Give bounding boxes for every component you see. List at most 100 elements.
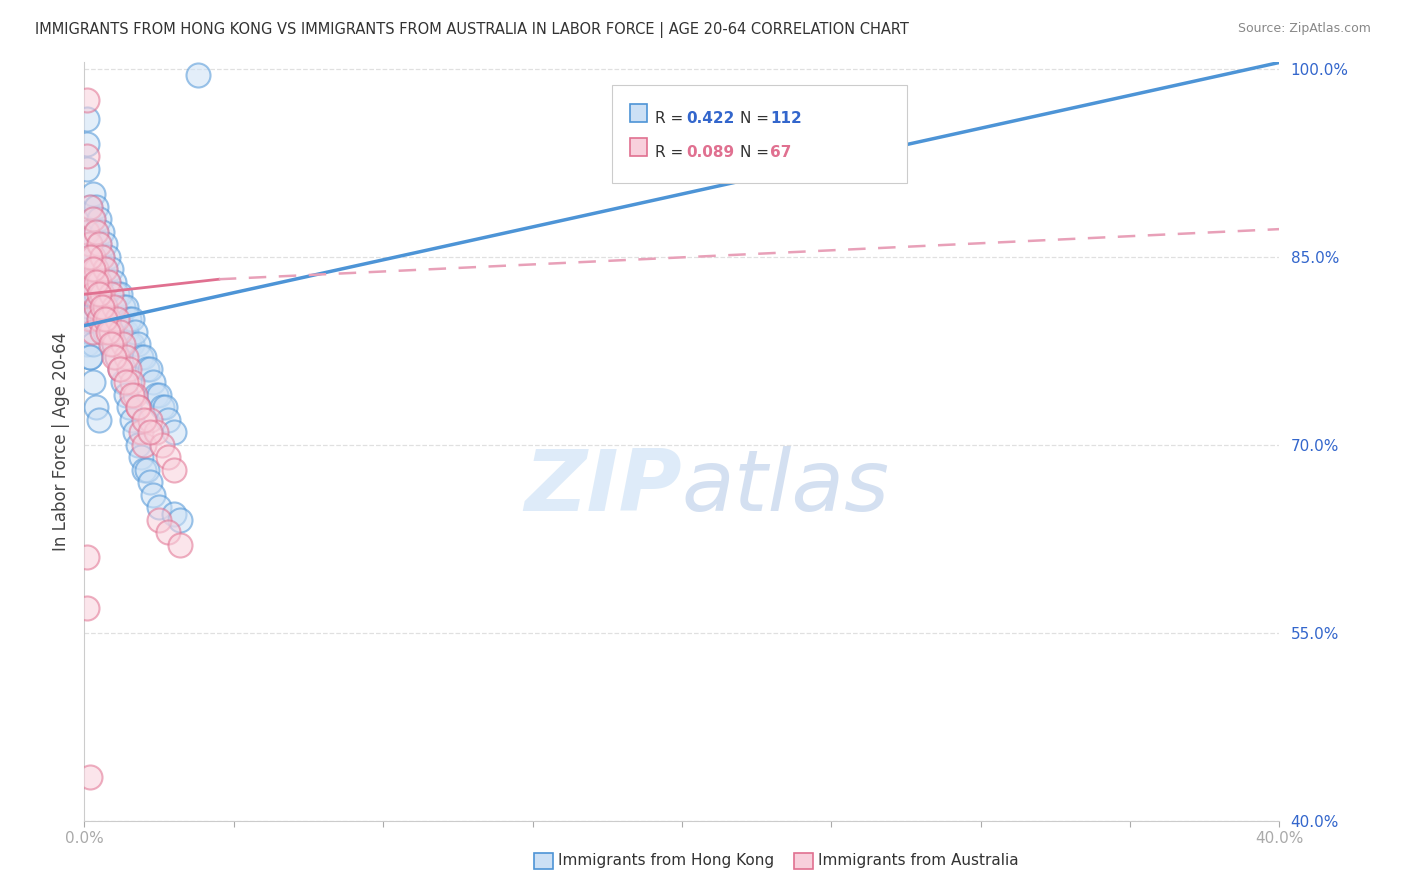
Point — [94, 300, 117, 314]
Point — [94, 262, 117, 277]
Point — [89, 412, 111, 426]
Point — [148, 500, 170, 515]
Point — [89, 237, 111, 252]
Point — [82, 262, 104, 277]
Point — [153, 400, 176, 414]
Point — [157, 412, 180, 426]
Point — [139, 425, 162, 439]
Point — [94, 237, 117, 252]
Point — [91, 300, 114, 314]
Point — [136, 362, 159, 376]
Point — [187, 68, 209, 82]
Point — [76, 136, 98, 151]
Point — [110, 362, 132, 376]
Point — [79, 287, 101, 301]
Point — [82, 250, 104, 264]
Point — [89, 275, 111, 289]
Point — [79, 225, 101, 239]
Point — [91, 287, 114, 301]
Point — [79, 350, 101, 364]
Point — [91, 225, 114, 239]
Point — [82, 250, 104, 264]
Point — [97, 312, 120, 326]
Text: ZIP: ZIP — [524, 445, 682, 529]
Point — [103, 337, 125, 351]
Point — [89, 300, 111, 314]
Text: atlas: atlas — [682, 445, 890, 529]
Point — [169, 538, 191, 552]
Point — [121, 387, 143, 401]
Point — [163, 507, 186, 521]
Point — [103, 275, 125, 289]
Point — [79, 250, 101, 264]
Point — [118, 400, 141, 414]
Point — [76, 149, 98, 163]
Point — [105, 312, 128, 326]
Point — [79, 325, 101, 339]
Text: N =: N = — [740, 145, 773, 160]
Y-axis label: In Labor Force | Age 20-64: In Labor Force | Age 20-64 — [52, 332, 70, 551]
Point — [103, 300, 125, 314]
Point — [89, 212, 111, 227]
Point — [76, 312, 98, 326]
Point — [82, 212, 104, 227]
Point — [132, 463, 156, 477]
Point — [150, 438, 173, 452]
Point — [118, 312, 141, 326]
Text: 0.422: 0.422 — [686, 111, 734, 126]
Point — [86, 200, 108, 214]
Point — [132, 350, 156, 364]
Point — [163, 463, 186, 477]
Point — [139, 475, 162, 490]
Text: R =: R = — [655, 111, 689, 126]
Point — [76, 262, 98, 277]
Point — [91, 300, 114, 314]
Point — [103, 300, 125, 314]
Point — [89, 287, 111, 301]
Point — [105, 287, 128, 301]
Text: 0.089: 0.089 — [686, 145, 734, 160]
Point — [82, 287, 104, 301]
Point — [76, 212, 98, 227]
Point — [79, 237, 101, 252]
Point — [103, 325, 125, 339]
Point — [94, 312, 117, 326]
Point — [150, 400, 173, 414]
Point — [100, 287, 122, 301]
Point — [100, 325, 122, 339]
Point — [79, 262, 101, 277]
Point — [79, 770, 101, 784]
Point — [136, 463, 159, 477]
Point — [82, 325, 104, 339]
Point — [121, 337, 143, 351]
Point — [86, 225, 108, 239]
Point — [82, 337, 104, 351]
Point — [79, 237, 101, 252]
Point — [89, 312, 111, 326]
Point — [89, 287, 111, 301]
Text: 112: 112 — [770, 111, 803, 126]
Point — [142, 375, 165, 389]
Point — [110, 362, 132, 376]
Point — [100, 325, 122, 339]
Point — [76, 237, 98, 252]
Point — [86, 262, 108, 277]
Point — [97, 312, 120, 326]
Point — [76, 337, 98, 351]
Point — [110, 312, 132, 326]
Point — [91, 287, 114, 301]
Point — [91, 275, 114, 289]
Point — [100, 312, 122, 326]
Point — [91, 312, 114, 326]
Point — [79, 300, 101, 314]
Point — [97, 250, 120, 264]
Point — [139, 412, 162, 426]
Point — [89, 237, 111, 252]
Point — [82, 187, 104, 202]
Point — [169, 513, 191, 527]
Text: Source: ZipAtlas.com: Source: ZipAtlas.com — [1237, 22, 1371, 36]
Text: R =: R = — [655, 145, 689, 160]
Point — [127, 400, 149, 414]
Text: 67: 67 — [770, 145, 792, 160]
Point — [121, 412, 143, 426]
